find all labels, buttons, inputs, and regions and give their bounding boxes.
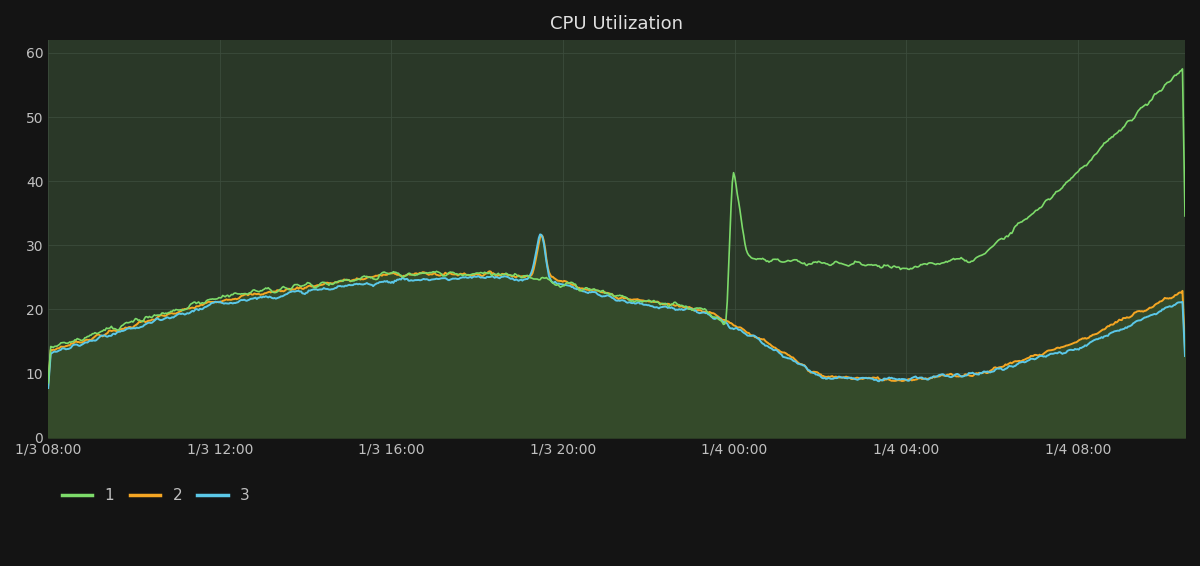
- Legend: 1, 2, 3: 1, 2, 3: [56, 482, 256, 509]
- Title: CPU Utilization: CPU Utilization: [550, 15, 683, 33]
